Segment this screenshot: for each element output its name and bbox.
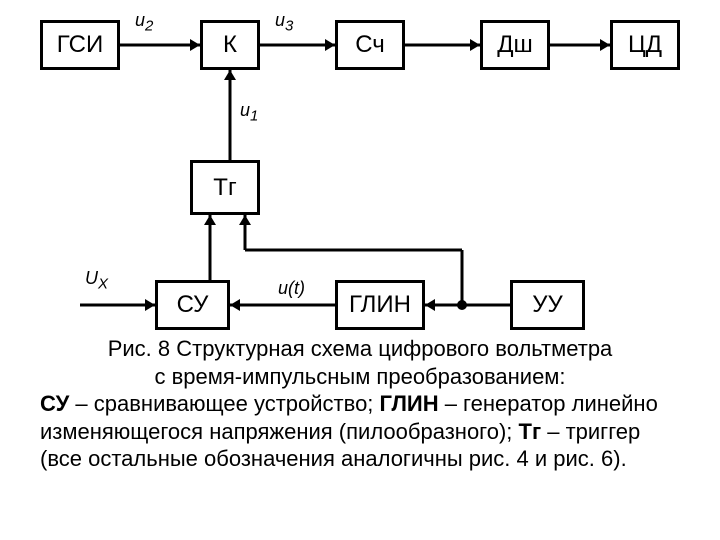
block-sch: Сч <box>335 20 405 70</box>
signal-u1: u1 <box>240 100 258 125</box>
block-dsh-label: Дш <box>497 31 533 59</box>
block-gsi-label: ГСИ <box>57 31 104 59</box>
block-uu: УУ <box>510 280 585 330</box>
block-uu-label: УУ <box>532 291 563 319</box>
block-tg: Тг <box>190 160 260 215</box>
signal-u2: u2 <box>135 10 153 35</box>
caption-line1: Рис. 8 Структурная схема цифрового вольт… <box>40 335 680 363</box>
figure-caption: Рис. 8 Структурная схема цифрового вольт… <box>40 335 680 473</box>
block-cd-label: ЦД <box>628 31 662 59</box>
caption-line2: с время-импульсным преобразованием: <box>40 363 680 391</box>
block-cd: ЦД <box>610 20 680 70</box>
block-tg-label: Тг <box>213 174 236 202</box>
block-sch-label: Сч <box>355 31 385 59</box>
block-k-label: К <box>223 31 237 59</box>
caption-body: СУ – сравнивающее устройство; ГЛИН – ген… <box>40 390 680 473</box>
block-su-label: СУ <box>177 291 209 319</box>
block-dsh: Дш <box>480 20 550 70</box>
block-gsi: ГСИ <box>40 20 120 70</box>
block-su: СУ <box>155 280 230 330</box>
diagram-canvas: ГСИ К Сч Дш ЦД Тг СУ ГЛИН УУ u2 u3 u1 UX… <box>0 0 720 540</box>
block-k: К <box>200 20 260 70</box>
signal-ux: UX <box>85 268 108 293</box>
block-glin-label: ГЛИН <box>349 291 411 319</box>
block-glin: ГЛИН <box>335 280 425 330</box>
signal-ut: u(t) <box>278 278 305 299</box>
signal-u3: u3 <box>275 10 293 35</box>
